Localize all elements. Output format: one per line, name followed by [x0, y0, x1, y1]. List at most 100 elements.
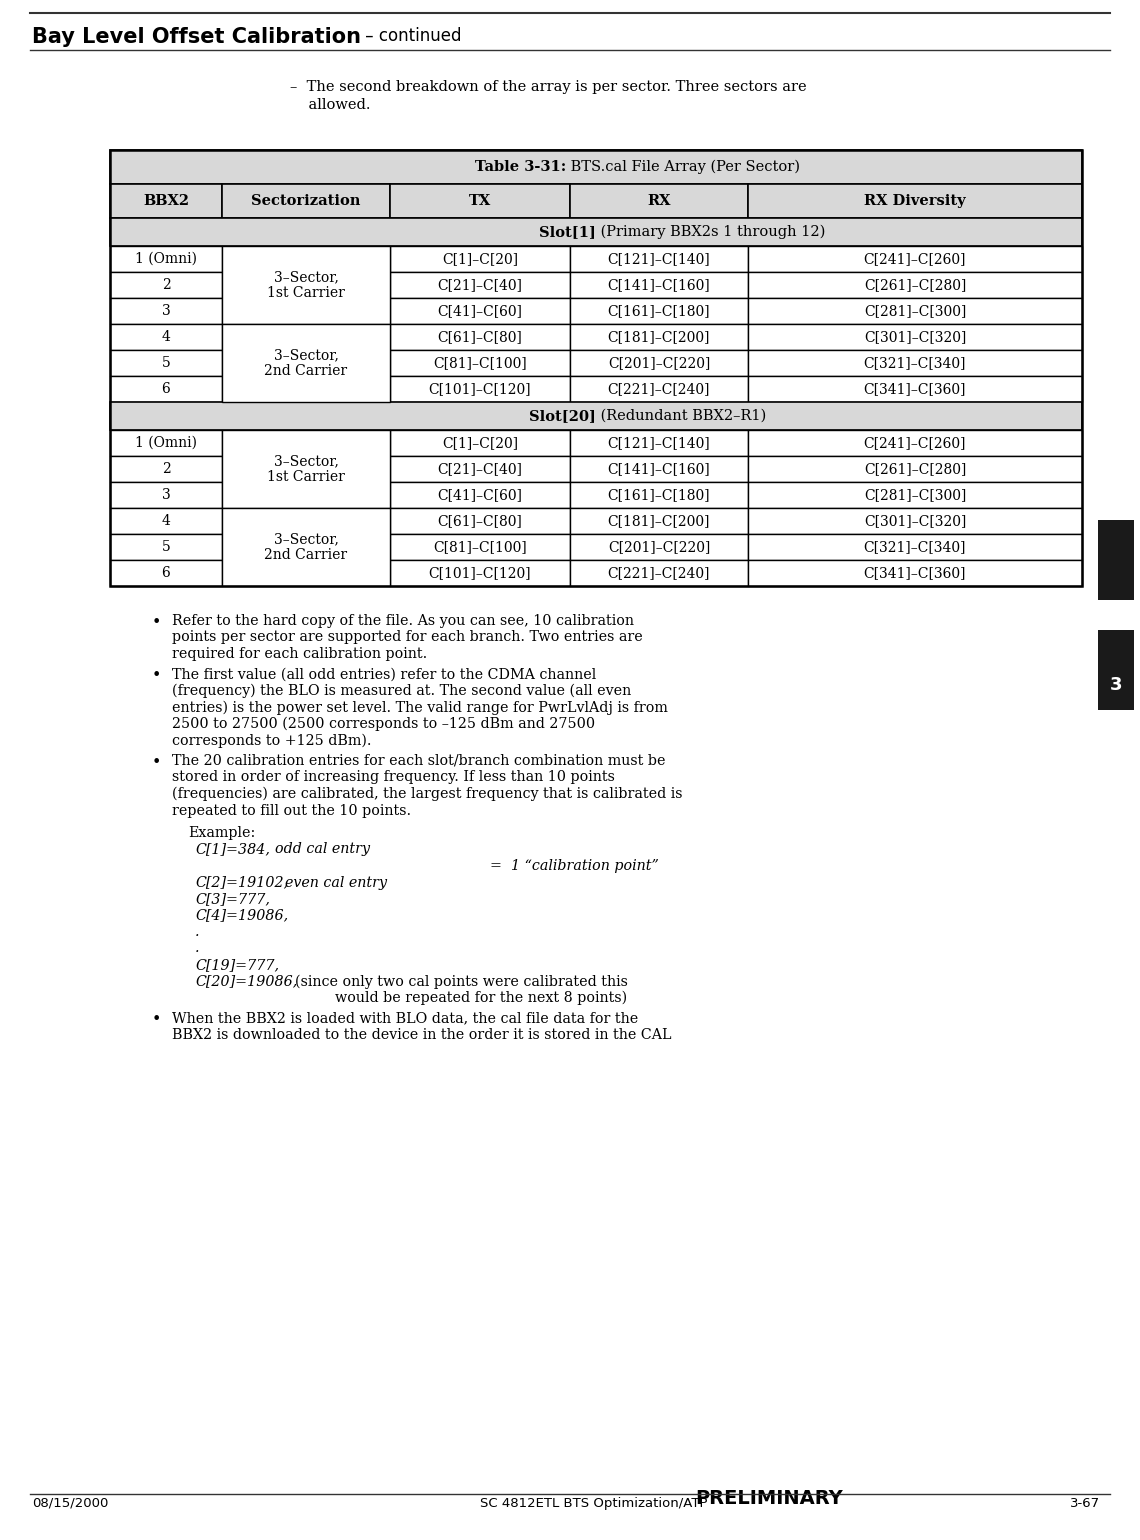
- Text: •: •: [152, 614, 162, 631]
- Bar: [1098, 630, 1134, 710]
- Bar: [748, 534, 1082, 561]
- Text: C[161]–C[180]: C[161]–C[180]: [608, 303, 710, 317]
- Bar: [109, 376, 222, 402]
- Bar: [570, 183, 748, 219]
- Bar: [109, 183, 222, 219]
- Bar: [748, 508, 1082, 534]
- Text: C[301]–C[320]: C[301]–C[320]: [864, 514, 967, 528]
- Text: C[61]–C[80]: C[61]–C[80]: [438, 330, 522, 343]
- Text: 3-67: 3-67: [1069, 1497, 1100, 1511]
- Bar: [390, 299, 570, 323]
- Text: 3–Sector,: 3–Sector,: [274, 531, 339, 547]
- Bar: [390, 561, 570, 587]
- Text: 4: 4: [162, 514, 171, 528]
- Text: 1st Carrier: 1st Carrier: [267, 470, 345, 484]
- Text: 1st Carrier: 1st Carrier: [267, 286, 345, 300]
- Text: C[341]–C[360]: C[341]–C[360]: [864, 382, 967, 396]
- Text: C[221]–C[240]: C[221]–C[240]: [608, 382, 710, 396]
- Text: C[261]–C[280]: C[261]–C[280]: [864, 462, 967, 476]
- Text: C[1]–C[20]: C[1]–C[20]: [442, 253, 518, 266]
- Text: 6: 6: [162, 382, 170, 396]
- Bar: [222, 323, 390, 402]
- Text: C[321]–C[340]: C[321]–C[340]: [864, 541, 967, 554]
- Bar: [109, 456, 222, 482]
- Bar: [748, 482, 1082, 508]
- Bar: [109, 508, 222, 534]
- Bar: [109, 323, 222, 350]
- Bar: [222, 430, 390, 508]
- Text: C[1]–C[20]: C[1]–C[20]: [442, 436, 518, 450]
- Text: 1 (Omni): 1 (Omni): [135, 253, 197, 266]
- Bar: [570, 299, 748, 323]
- Text: Example:: Example:: [188, 825, 255, 839]
- Bar: [748, 183, 1082, 219]
- Text: C[221]–C[240]: C[221]–C[240]: [608, 567, 710, 581]
- Text: 4: 4: [162, 330, 171, 343]
- Bar: [1098, 521, 1134, 601]
- Bar: [390, 534, 570, 561]
- Text: The 20 calibration entries for each slot/branch combination must be: The 20 calibration entries for each slot…: [172, 755, 666, 768]
- Text: C[141]–C[160]: C[141]–C[160]: [608, 462, 710, 476]
- Text: C[201]–C[220]: C[201]–C[220]: [608, 541, 710, 554]
- Text: PRELIMINARY: PRELIMINARY: [695, 1489, 842, 1508]
- Text: C[181]–C[200]: C[181]–C[200]: [608, 514, 710, 528]
- Text: points per sector are supported for each branch. Two entries are: points per sector are supported for each…: [172, 630, 643, 645]
- Bar: [570, 508, 748, 534]
- Text: 3: 3: [1109, 676, 1122, 695]
- Text: C[341]–C[360]: C[341]–C[360]: [864, 567, 967, 581]
- Bar: [222, 183, 390, 219]
- Bar: [748, 246, 1082, 273]
- Bar: [109, 246, 222, 273]
- Text: C[161]–C[180]: C[161]–C[180]: [608, 488, 710, 502]
- Text: 2500 to 27500 (2500 corresponds to –125 dBm and 27500: 2500 to 27500 (2500 corresponds to –125 …: [172, 718, 595, 731]
- Text: BBX2: BBX2: [142, 194, 189, 208]
- Bar: [109, 299, 222, 323]
- Text: .: .: [195, 926, 200, 939]
- Bar: [390, 508, 570, 534]
- Text: C[121]–C[140]: C[121]–C[140]: [608, 253, 710, 266]
- Text: C[4]=19086,: C[4]=19086,: [195, 909, 288, 922]
- Bar: [748, 376, 1082, 402]
- Text: 3–Sector,: 3–Sector,: [274, 270, 339, 283]
- Bar: [748, 430, 1082, 456]
- Text: Slot[1]: Slot[1]: [539, 225, 596, 239]
- Text: 2: 2: [162, 462, 170, 476]
- Bar: [570, 430, 748, 456]
- Bar: [109, 482, 222, 508]
- Text: C[101]–C[120]: C[101]–C[120]: [429, 567, 531, 581]
- Text: 2nd Carrier: 2nd Carrier: [264, 548, 348, 562]
- Text: SC 4812ETL BTS Optimization/ATP: SC 4812ETL BTS Optimization/ATP: [480, 1497, 708, 1511]
- Bar: [222, 508, 390, 587]
- Text: C[20]=19086,: C[20]=19086,: [195, 975, 298, 989]
- Text: C[81]–C[100]: C[81]–C[100]: [433, 541, 527, 554]
- Text: .: .: [195, 941, 200, 955]
- Text: C[19]=777,: C[19]=777,: [195, 958, 279, 972]
- Bar: [570, 273, 748, 299]
- Text: repeated to fill out the 10 points.: repeated to fill out the 10 points.: [172, 804, 412, 818]
- Bar: [570, 350, 748, 376]
- Bar: [748, 273, 1082, 299]
- Bar: [109, 430, 222, 456]
- Text: (frequencies) are calibrated, the largest frequency that is calibrated is: (frequencies) are calibrated, the larges…: [172, 787, 683, 801]
- Bar: [109, 219, 1082, 246]
- Text: C[2]=19102,: C[2]=19102,: [195, 876, 288, 890]
- Text: The first value (all odd entries) refer to the CDMA channel: The first value (all odd entries) refer …: [172, 667, 596, 682]
- Text: C[81]–C[100]: C[81]–C[100]: [433, 356, 527, 370]
- Text: TX: TX: [469, 194, 491, 208]
- Text: C[201]–C[220]: C[201]–C[220]: [608, 356, 710, 370]
- Text: C[101]–C[120]: C[101]–C[120]: [429, 382, 531, 396]
- Bar: [748, 323, 1082, 350]
- Bar: [570, 376, 748, 402]
- Text: C[41]–C[60]: C[41]–C[60]: [438, 488, 522, 502]
- Bar: [748, 561, 1082, 587]
- Text: 2nd Carrier: 2nd Carrier: [264, 363, 348, 377]
- Text: required for each calibration point.: required for each calibration point.: [172, 647, 428, 661]
- Text: C[301]–C[320]: C[301]–C[320]: [864, 330, 967, 343]
- Text: C[241]–C[260]: C[241]–C[260]: [864, 253, 967, 266]
- Text: would be repeated for the next 8 points): would be repeated for the next 8 points): [335, 992, 627, 1006]
- Text: Slot[20]: Slot[20]: [529, 410, 596, 424]
- Bar: [390, 350, 570, 376]
- Text: C[121]–C[140]: C[121]–C[140]: [608, 436, 710, 450]
- Text: C[21]–C[40]: C[21]–C[40]: [438, 462, 522, 476]
- Bar: [570, 561, 748, 587]
